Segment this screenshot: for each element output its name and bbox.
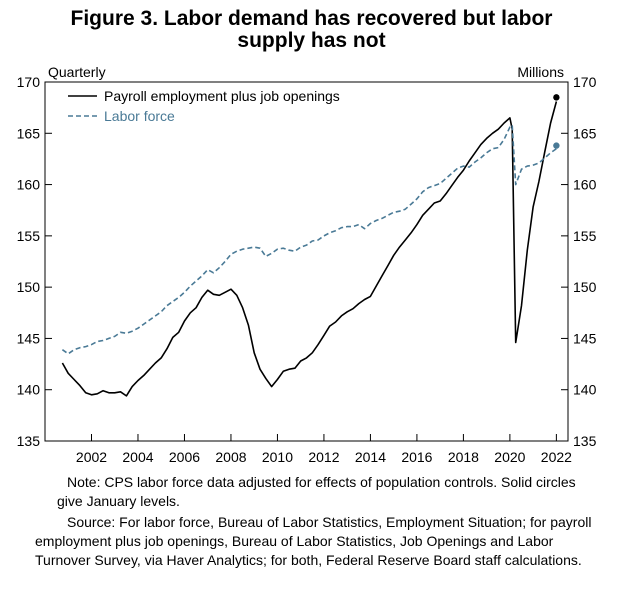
x-axis: 2002 2004 2006 2008 2010 2012 2014 2016 2018 2020…: [76, 434, 572, 465]
series-layer: [61, 94, 560, 397]
x-tick-label: 2002: [76, 449, 107, 465]
line-chart: 135 140 145 150 155 160 165 170 135 140 145 150 155…: [17, 64, 597, 465]
x-tick-label: 2012: [308, 449, 339, 465]
x-tick-label: 2010: [262, 449, 293, 465]
legend-label: Payroll employment plus job openings: [104, 88, 340, 104]
right-axis-label: Millions: [517, 64, 564, 80]
plot-border: [44, 81, 569, 442]
x-tick-label: 2020: [494, 449, 525, 465]
x-tick-label: 2006: [169, 449, 200, 465]
y-tick-label-left: 145: [17, 330, 41, 346]
x-tick-label: 2004: [122, 449, 153, 465]
legend-label: Labor force: [104, 108, 175, 124]
figure-title-line-2: supply has not: [237, 29, 386, 52]
right-y-axis: 135 140 145 150 155 160 165 170: [561, 74, 597, 449]
note-text: Note: CPS labor force data adjusted for …: [57, 474, 576, 509]
y-tick-label-right: 170: [573, 74, 597, 90]
x-tick-label: 2022: [541, 449, 572, 465]
x-tick-label: 2008: [215, 449, 246, 465]
y-tick-label-right: 145: [573, 330, 597, 346]
january-dot-payroll-plus-openings: [553, 94, 560, 101]
y-tick-label-left: 170: [17, 74, 41, 90]
figure-title-line-1: Figure 3. Labor demand has recovered but…: [70, 7, 553, 30]
y-tick-label-left: 165: [17, 125, 41, 141]
january-dot-labor-force: [553, 142, 560, 149]
left-y-axis: 135 140 145 150 155 160 165 170: [17, 74, 52, 449]
y-tick-label-right: 135: [573, 433, 597, 449]
y-tick-label-left: 135: [17, 433, 41, 449]
y-tick-label-right: 150: [573, 279, 597, 295]
y-tick-label-left: 140: [17, 382, 41, 398]
y-tick-label-right: 165: [573, 125, 597, 141]
legend: Payroll employment plus job openings Labo…: [68, 88, 340, 124]
figure-title: Figure 3. Labor demand has recovered but…: [0, 8, 623, 52]
series-line-labor-force: [61, 124, 557, 355]
left-axis-label: Quarterly: [48, 64, 106, 80]
y-tick-label-left: 150: [17, 279, 41, 295]
y-tick-label-right: 140: [573, 382, 597, 398]
x-tick-label: 2018: [448, 449, 479, 465]
x-tick-label: 2016: [401, 449, 432, 465]
plot-frame: [44, 81, 569, 442]
source-text: Source: For labor force, Bureau of Labor…: [35, 514, 592, 568]
x-tick-label: 2014: [355, 449, 386, 465]
series-line-payroll-plus-openings: [61, 101, 558, 397]
y-tick-label-left: 160: [17, 177, 41, 193]
y-tick-label-right: 160: [573, 177, 597, 193]
y-tick-label-right: 155: [573, 228, 597, 244]
notes-block: Note: CPS labor force data adjusted for …: [35, 473, 602, 572]
y-tick-label-left: 155: [17, 228, 41, 244]
